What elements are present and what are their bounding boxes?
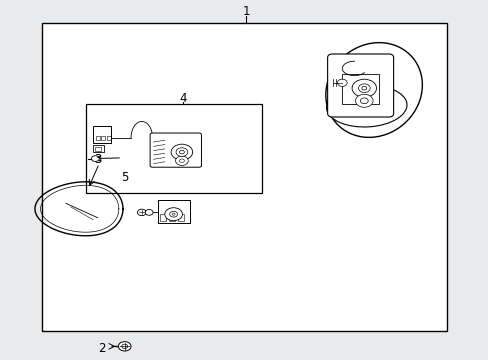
Text: 2: 2 <box>98 342 105 355</box>
Circle shape <box>358 84 369 93</box>
Bar <box>95 148 101 151</box>
Bar <box>101 136 105 140</box>
Circle shape <box>137 209 146 216</box>
Ellipse shape <box>326 85 406 127</box>
Text: 3: 3 <box>94 153 102 166</box>
Circle shape <box>169 211 177 217</box>
Circle shape <box>122 344 127 348</box>
Bar <box>168 214 175 221</box>
Circle shape <box>351 79 376 97</box>
Ellipse shape <box>325 42 422 138</box>
Circle shape <box>164 208 182 221</box>
FancyBboxPatch shape <box>327 54 393 117</box>
Bar <box>158 200 189 223</box>
Bar <box>106 136 110 140</box>
Circle shape <box>171 144 192 160</box>
Circle shape <box>355 94 372 107</box>
FancyBboxPatch shape <box>150 133 201 167</box>
Text: 1: 1 <box>242 5 249 18</box>
Bar <box>93 126 111 143</box>
Bar <box>342 74 378 104</box>
Circle shape <box>175 156 188 165</box>
Circle shape <box>337 79 346 86</box>
Bar <box>93 145 103 152</box>
Text: 5: 5 <box>121 171 128 184</box>
Circle shape <box>176 148 187 156</box>
Circle shape <box>360 98 367 104</box>
Bar <box>85 104 261 193</box>
Text: 4: 4 <box>179 92 187 105</box>
Circle shape <box>91 156 99 162</box>
Bar <box>41 23 447 331</box>
Circle shape <box>145 210 153 215</box>
Bar <box>177 214 183 221</box>
Circle shape <box>118 342 131 351</box>
Bar <box>160 214 166 221</box>
Bar <box>96 136 100 140</box>
